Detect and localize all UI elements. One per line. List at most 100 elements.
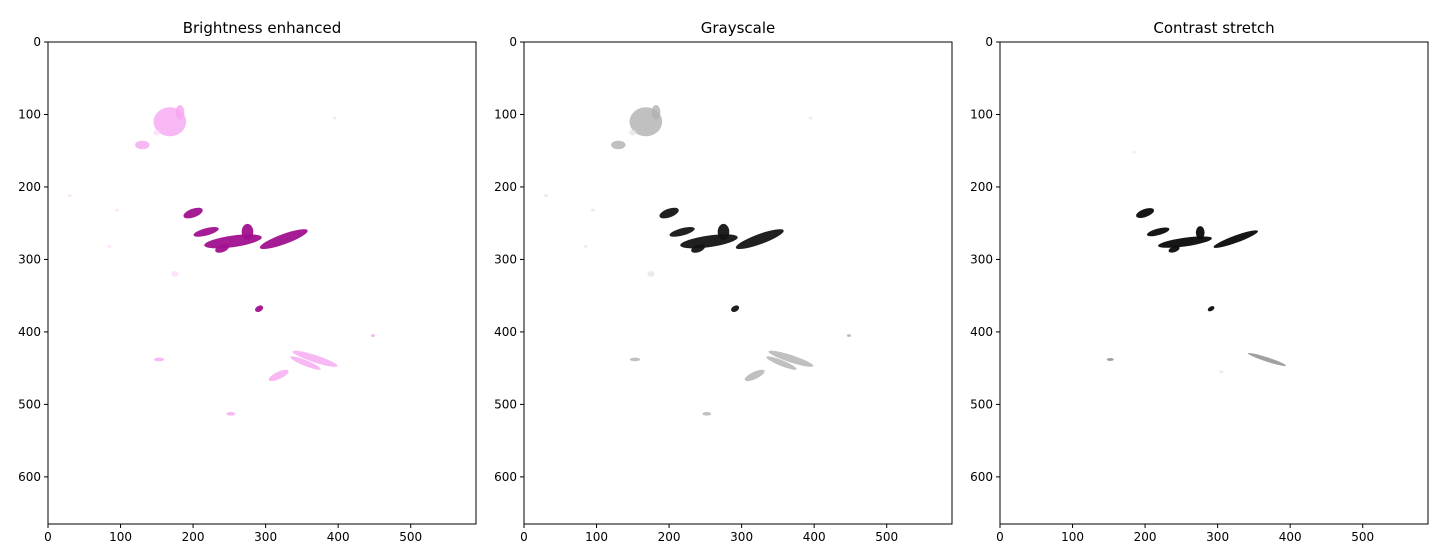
image-blob bbox=[226, 412, 236, 416]
image-blob bbox=[183, 207, 203, 219]
image-blob bbox=[290, 356, 321, 370]
x-tick-label: 300 bbox=[730, 530, 753, 544]
image-blob bbox=[1195, 226, 1205, 240]
image-blob bbox=[669, 227, 695, 237]
image-blob bbox=[255, 305, 264, 313]
x-tick-label: 300 bbox=[1206, 530, 1229, 544]
image-blob bbox=[651, 105, 661, 120]
image-blob bbox=[107, 244, 112, 248]
image-blob bbox=[1158, 236, 1212, 248]
x-tick-label: 500 bbox=[875, 530, 898, 544]
axes-frame bbox=[523, 41, 953, 525]
image-blob bbox=[175, 105, 185, 120]
image-blob bbox=[153, 129, 161, 136]
y-tick-label: 200 bbox=[494, 180, 517, 194]
axes-border bbox=[523, 41, 953, 525]
image-blob bbox=[702, 412, 712, 416]
axes-frame bbox=[999, 41, 1429, 525]
image-blob bbox=[332, 116, 337, 120]
image-content bbox=[67, 105, 376, 416]
image-blob bbox=[67, 194, 72, 198]
image-blob bbox=[241, 223, 254, 240]
y-tick-label: 400 bbox=[494, 325, 517, 339]
x-tick-label: 500 bbox=[1351, 530, 1374, 544]
panel-1: Brightness enhanced 0 100 200 300 400 500 0 100 2… bbox=[18, 19, 477, 544]
panel-title: Grayscale bbox=[701, 19, 776, 37]
image-content bbox=[543, 105, 852, 416]
x-tick-label: 300 bbox=[254, 530, 277, 544]
y-tick-label: 100 bbox=[494, 107, 517, 121]
image-blob bbox=[735, 229, 784, 250]
image-blob bbox=[629, 357, 641, 362]
x-tick-label: 100 bbox=[109, 530, 132, 544]
panel-title: Contrast stretch bbox=[1153, 19, 1274, 37]
axes-border bbox=[999, 41, 1429, 525]
image-blob bbox=[1213, 230, 1258, 248]
image-blob bbox=[611, 140, 626, 150]
x-tick-label: 100 bbox=[1061, 530, 1084, 544]
image-blob bbox=[268, 369, 289, 382]
y-tick-label: 300 bbox=[18, 252, 41, 266]
y-tick-label: 200 bbox=[970, 180, 993, 194]
image-blob bbox=[114, 208, 120, 212]
axes-border bbox=[47, 41, 477, 525]
y-tick-label: 300 bbox=[970, 252, 993, 266]
image-blob bbox=[768, 350, 814, 367]
y-tick-label: 300 bbox=[494, 252, 517, 266]
image-blob bbox=[1168, 245, 1180, 253]
x-tick-label: 0 bbox=[996, 530, 1004, 544]
image-blob bbox=[1207, 306, 1215, 312]
image-blob bbox=[744, 369, 765, 382]
x-tick-label: 200 bbox=[182, 530, 205, 544]
image-blob bbox=[647, 271, 655, 277]
y-tick-label: 0 bbox=[33, 35, 41, 49]
x-tick-label: 400 bbox=[327, 530, 350, 544]
image-blob bbox=[659, 207, 679, 219]
panel-title: Brightness enhanced bbox=[183, 19, 342, 37]
image-blob bbox=[171, 271, 179, 277]
image-blob bbox=[731, 305, 740, 313]
y-tick-label: 500 bbox=[18, 397, 41, 411]
axes-frame bbox=[47, 41, 477, 525]
image-blob bbox=[135, 140, 150, 150]
y-tick-label: 0 bbox=[509, 35, 517, 49]
image-blob bbox=[1219, 370, 1224, 374]
image-blob bbox=[808, 116, 813, 120]
image-blob bbox=[691, 244, 706, 253]
y-tick-label: 0 bbox=[985, 35, 993, 49]
y-tick-label: 600 bbox=[970, 470, 993, 484]
image-blob bbox=[1132, 150, 1136, 154]
image-blob bbox=[543, 194, 548, 198]
y-tick-label: 500 bbox=[970, 397, 993, 411]
x-tick-label: 400 bbox=[803, 530, 826, 544]
image-blob bbox=[717, 223, 730, 240]
image-blob bbox=[629, 129, 637, 136]
image-blob bbox=[1136, 208, 1155, 218]
image-blob bbox=[370, 334, 376, 337]
image-blob bbox=[583, 244, 588, 248]
y-tick-label: 100 bbox=[970, 107, 993, 121]
image-blob bbox=[1146, 227, 1170, 237]
y-tick-label: 400 bbox=[18, 325, 41, 339]
x-tick-label: 500 bbox=[399, 530, 422, 544]
panel-3: Contrast stretch 0 100 200 300 400 500 0 100 200 3… bbox=[970, 19, 1429, 544]
image-blob bbox=[1247, 352, 1286, 366]
image-blob bbox=[215, 244, 230, 253]
image-blob bbox=[590, 208, 596, 212]
panel-2: Grayscale 0 100 200 300 400 500 0 100 200 300 400 50… bbox=[494, 19, 953, 544]
image-blob bbox=[153, 357, 165, 362]
y-tick-label: 400 bbox=[970, 325, 993, 339]
y-tick-label: 500 bbox=[494, 397, 517, 411]
y-tick-label: 200 bbox=[18, 180, 41, 194]
image-blob bbox=[259, 229, 308, 250]
image-blob bbox=[193, 227, 219, 237]
x-tick-label: 200 bbox=[1134, 530, 1157, 544]
y-tick-label: 600 bbox=[494, 470, 517, 484]
image-content bbox=[1106, 150, 1286, 374]
x-tick-label: 400 bbox=[1279, 530, 1302, 544]
image-blob bbox=[292, 350, 338, 367]
x-tick-label: 0 bbox=[520, 530, 528, 544]
image-blob bbox=[766, 356, 797, 370]
image-blob bbox=[1106, 358, 1114, 361]
